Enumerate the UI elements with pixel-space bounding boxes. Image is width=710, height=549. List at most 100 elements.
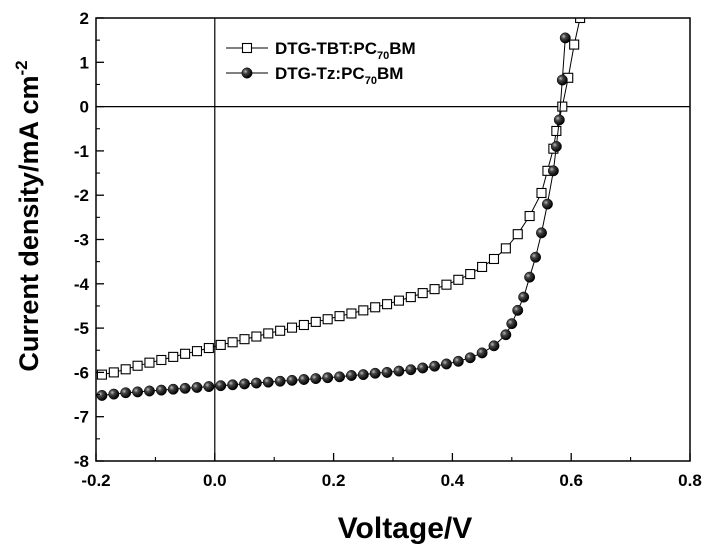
data-point	[168, 351, 179, 362]
data-point	[476, 347, 488, 359]
x-tick-label: 0.2	[322, 471, 346, 490]
y-tick-label: -5	[74, 319, 89, 338]
data-point	[144, 357, 155, 368]
y-tick-label: -8	[74, 452, 89, 471]
data-point	[132, 360, 143, 371]
data-point	[239, 334, 250, 345]
data-point	[180, 348, 191, 359]
x-axis-title: Voltage/V	[338, 512, 472, 545]
data-point	[441, 279, 452, 290]
data-point	[215, 339, 226, 350]
data-point	[96, 369, 107, 380]
data-point	[310, 316, 321, 327]
data-point	[536, 227, 547, 239]
data-point	[417, 288, 428, 299]
data-point	[488, 340, 500, 352]
data-point	[524, 210, 535, 222]
data-point	[559, 32, 571, 44]
data-point	[227, 337, 238, 348]
data-point	[96, 389, 108, 401]
y-tick-label: -4	[74, 275, 90, 294]
data-point	[250, 377, 262, 389]
data-point	[541, 198, 553, 210]
data-point	[227, 379, 239, 391]
data-point	[393, 365, 405, 377]
data-point	[556, 74, 568, 86]
data-point	[488, 253, 500, 265]
data-point	[452, 355, 464, 367]
y-axis-title: Current density/mA cm-2	[12, 60, 44, 371]
y-tick-label: -2	[74, 186, 89, 205]
data-point	[334, 371, 345, 383]
data-point	[156, 354, 167, 366]
data-point	[553, 114, 565, 126]
data-point	[191, 382, 203, 393]
data-point	[369, 367, 381, 379]
x-tick-label: -0.2	[81, 471, 110, 490]
data-point	[453, 274, 464, 285]
data-point	[500, 329, 512, 341]
data-point	[382, 299, 393, 310]
data-point	[132, 386, 144, 398]
data-point	[429, 284, 440, 295]
data-point	[144, 385, 155, 397]
data-point	[569, 39, 580, 50]
data-point	[500, 243, 511, 254]
data-point	[298, 319, 309, 331]
series-2	[96, 32, 571, 401]
data-point	[191, 346, 203, 357]
x-tick-label: 0.8	[678, 471, 702, 490]
data-point	[358, 305, 369, 316]
y-axis-title-main: Current density/mA cm	[14, 76, 44, 372]
legend-marker	[241, 42, 253, 54]
data-point	[262, 376, 274, 388]
data-point	[215, 380, 227, 392]
data-point	[417, 362, 429, 374]
data-point	[108, 388, 120, 400]
legend-label: DTG-Tz:PC70BM	[275, 64, 403, 87]
data-point	[551, 125, 562, 137]
data-point	[120, 387, 132, 399]
data-point	[239, 378, 250, 390]
data-point	[108, 367, 119, 378]
data-point	[547, 165, 559, 177]
data-point	[575, 18, 586, 24]
data-point	[298, 374, 310, 385]
axes	[95, 17, 691, 462]
legend-item-2: DTG-Tz:PC70BM	[226, 64, 403, 87]
x-tick-label: 0.4	[441, 471, 465, 490]
series-layer	[96, 18, 586, 401]
data-point	[405, 292, 416, 303]
data-point	[286, 322, 298, 333]
y-tick-label: -3	[74, 231, 89, 250]
data-point	[334, 311, 345, 322]
x-tick-label: 0.0	[203, 471, 227, 490]
data-point	[464, 352, 476, 364]
legend-marker	[241, 67, 253, 79]
data-point	[465, 269, 476, 280]
data-point	[506, 318, 518, 330]
data-point	[530, 251, 542, 263]
x-tick-label: 0.6	[559, 471, 583, 490]
data-point	[120, 364, 131, 375]
data-point	[524, 271, 536, 283]
data-point	[167, 383, 179, 395]
data-point	[381, 366, 393, 378]
data-point	[536, 187, 547, 199]
data-point	[557, 101, 568, 112]
data-point	[429, 360, 441, 372]
data-point	[274, 375, 286, 387]
data-point	[357, 369, 369, 381]
data-point	[310, 373, 322, 385]
data-point	[346, 308, 357, 319]
plot-frame	[95, 17, 691, 462]
data-point	[275, 325, 286, 336]
data-point	[155, 384, 167, 396]
data-point	[550, 141, 562, 152]
data-point	[322, 372, 334, 384]
data-point	[518, 291, 530, 303]
data-point	[179, 382, 191, 394]
data-point	[251, 331, 262, 342]
y-tick-label: 2	[80, 9, 89, 28]
